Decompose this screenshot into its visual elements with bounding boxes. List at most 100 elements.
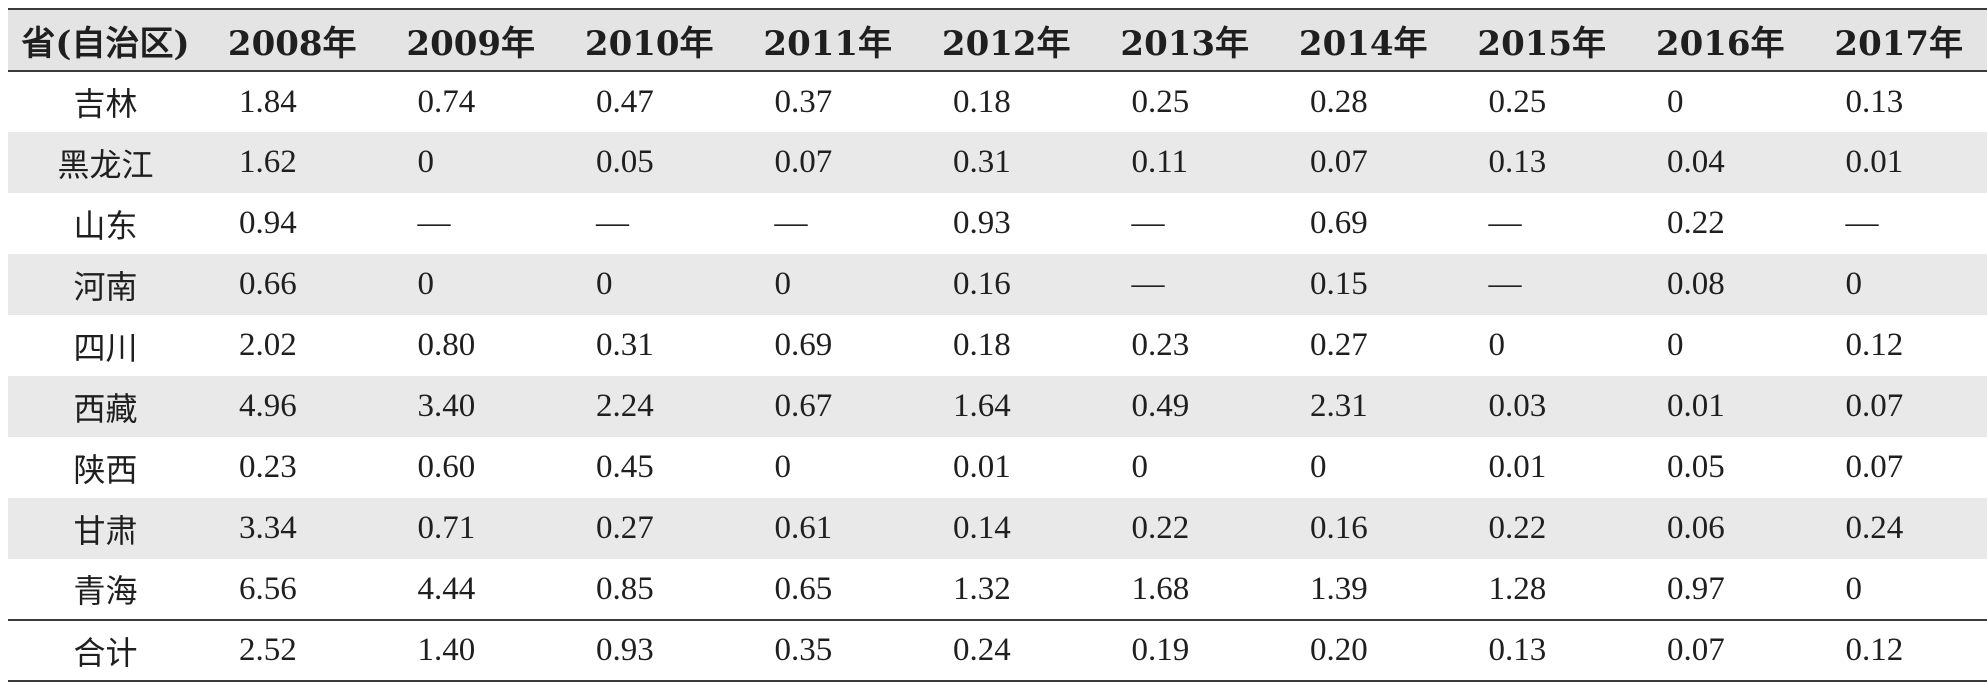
value-cell: 1.40: [381, 619, 560, 682]
value-cell: 1.68: [1131, 570, 1190, 607]
value-cell: —: [1488, 266, 1522, 302]
value-cell: —: [1845, 205, 1879, 241]
table-row: 四川 2.02 0.80 0.31 0.69 0.18 0.23 0.27 0 0 0.12: [8, 315, 1987, 376]
value-cell: 0.12: [1845, 327, 1904, 363]
value-cell: 0.20: [1274, 619, 1453, 682]
total-row: 合计 2.52 1.40 0.93 0.35 0.24 0.19 0.20 0.13 0.07 0.…: [8, 619, 1987, 682]
value-cell: —: [596, 205, 629, 241]
value-cell: 2.52: [203, 619, 382, 682]
column-header-year: 2014年: [1274, 8, 1453, 72]
value-cell: 0.85: [596, 570, 654, 607]
value-cell: 0.01: [1488, 449, 1547, 485]
data-table: 省(自治区) 2008年 2009年 2010年 2011年 2012年 2013年 2014…: [8, 8, 1987, 682]
value-cell: 1.62: [239, 144, 297, 180]
column-header-year: 2017年: [1809, 8, 1987, 72]
value-cell: 0.12: [1809, 619, 1987, 682]
value-cell: 3.40: [417, 388, 476, 424]
value-cell: 0.31: [953, 144, 1011, 180]
value-cell: 0.47: [596, 83, 654, 120]
value-cell: 0.93: [953, 205, 1011, 241]
value-cell: 0: [774, 266, 792, 302]
province-cell: 山东: [73, 206, 138, 245]
table-row: 陕西 0.23 0.60 0.45 0 0.01 0 0 0.01 0.05 0.07: [8, 437, 1987, 498]
header-row: 省(自治区) 2008年 2009年 2010年 2011年 2012年 2013年 2014…: [8, 8, 1987, 72]
value-cell: 0.07: [1310, 144, 1368, 180]
value-cell: 0.22: [1488, 510, 1547, 546]
province-cell: 吉林: [73, 85, 138, 123]
value-cell: 0.66: [239, 266, 297, 302]
value-cell: 0.18: [953, 83, 1011, 120]
value-cell: 0: [417, 144, 435, 180]
value-cell: 0.61: [774, 510, 833, 546]
value-cell: 0.24: [1845, 510, 1904, 546]
value-cell: 0: [1845, 570, 1863, 607]
value-cell: 0.23: [1131, 327, 1190, 363]
column-header-year: 2016年: [1631, 8, 1810, 72]
value-cell: 1.64: [953, 388, 1011, 424]
value-cell: 0: [1845, 266, 1863, 302]
value-cell: 4.44: [417, 570, 476, 607]
table-row: 黑龙江 1.62 0 0.05 0.07 0.31 0.11 0.07 0.13 0.04 0.01: [8, 132, 1987, 193]
province-cell: 黑龙江: [57, 145, 154, 184]
value-cell: 0.15: [1310, 266, 1368, 302]
value-cell: 0: [1667, 83, 1684, 120]
column-header-year: 2010年: [560, 8, 739, 72]
value-cell: 3.34: [239, 510, 297, 546]
value-cell: 0.24: [917, 619, 1096, 682]
value-cell: 1.84: [239, 83, 297, 120]
table-row: 吉林 1.84 0.74 0.47 0.37 0.18 0.25 0.28 0.25 0 0.13: [8, 71, 1987, 132]
value-cell: 0.27: [596, 510, 654, 546]
column-header-year: 2008年: [203, 8, 382, 72]
value-cell: —: [1488, 205, 1522, 241]
value-cell: 0.74: [417, 83, 476, 120]
column-header-year: 2012年: [917, 8, 1096, 72]
province-cell: 甘肃: [73, 511, 138, 550]
value-cell: 0.11: [1131, 144, 1189, 180]
value-cell: 0.19: [1095, 619, 1274, 682]
value-cell: 0.25: [1488, 83, 1547, 120]
value-cell: 1.28: [1488, 570, 1547, 607]
value-cell: 0.07: [1845, 388, 1904, 424]
value-cell: 0.04: [1667, 144, 1725, 180]
value-cell: 0.03: [1488, 388, 1547, 424]
value-cell: 0.27: [1310, 327, 1368, 363]
column-header-year: 2015年: [1452, 8, 1631, 72]
column-header-year: 2013年: [1095, 8, 1274, 72]
value-cell: 0.16: [953, 266, 1011, 302]
value-cell: 0: [1667, 327, 1684, 363]
table-row: 山东 0.94 — — — 0.93 — 0.69 — 0.22 —: [8, 193, 1987, 254]
table-row: 西藏 4.96 3.40 2.24 0.67 1.64 0.49 2.31 0.03 0.01 0.…: [8, 376, 1987, 437]
value-cell: 0.08: [1667, 266, 1725, 302]
value-cell: 0.13: [1452, 619, 1631, 682]
value-cell: 1.39: [1310, 570, 1368, 607]
value-cell: 0.35: [738, 619, 917, 682]
value-cell: —: [1131, 205, 1165, 241]
value-cell: 0.49: [1131, 388, 1190, 424]
value-cell: 0.06: [1667, 510, 1725, 546]
value-cell: 0.05: [1667, 449, 1725, 485]
value-cell: 0.18: [953, 327, 1011, 363]
value-cell: 0.80: [417, 327, 476, 363]
table-row: 河南 0.66 0 0 0 0.16 — 0.15 — 0.08 0: [8, 254, 1987, 315]
value-cell: 0.01: [1845, 144, 1904, 180]
value-cell: 0: [1488, 327, 1506, 363]
value-cell: 0.23: [239, 449, 297, 485]
value-cell: 0.13: [1488, 144, 1547, 180]
value-cell: 0.65: [774, 570, 833, 607]
value-cell: 0.07: [1631, 619, 1810, 682]
value-cell: —: [774, 205, 808, 241]
value-cell: 0: [417, 266, 435, 302]
value-cell: 0.97: [1667, 570, 1725, 607]
column-header-year: 2011年: [738, 8, 917, 72]
value-cell: 1.32: [953, 570, 1011, 607]
value-cell: 0: [1310, 449, 1327, 485]
value-cell: 0: [596, 266, 613, 302]
province-cell: 四川: [73, 328, 138, 367]
value-cell: 2.02: [239, 327, 297, 363]
value-cell: 0.07: [1845, 449, 1904, 485]
value-cell: 0.07: [774, 144, 833, 180]
value-cell: 0.31: [596, 327, 654, 363]
value-cell: 4.96: [239, 388, 297, 424]
table-header: 省(自治区) 2008年 2009年 2010年 2011年 2012年 2013年 2014…: [8, 8, 1987, 72]
value-cell: 0.93: [560, 619, 739, 682]
